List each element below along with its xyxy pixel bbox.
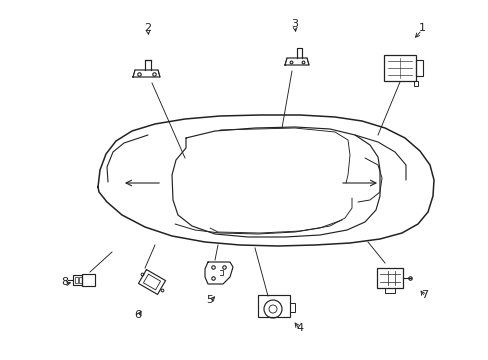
Text: 3: 3	[291, 19, 298, 29]
Text: 6: 6	[134, 310, 141, 320]
Text: 5: 5	[206, 295, 213, 305]
Bar	[415, 60, 422, 76]
Bar	[289, 303, 294, 312]
Bar	[73, 275, 82, 285]
Bar	[258, 295, 289, 317]
Bar	[376, 268, 402, 288]
Text: 8: 8	[61, 277, 68, 287]
Text: 1: 1	[418, 23, 425, 33]
Text: 4: 4	[296, 323, 303, 333]
Bar	[383, 55, 415, 81]
Text: 7: 7	[421, 290, 427, 300]
Bar	[82, 274, 95, 286]
Bar	[384, 288, 394, 293]
Bar	[413, 81, 417, 86]
Text: 2: 2	[144, 23, 151, 33]
Bar	[79, 277, 82, 283]
Bar	[75, 277, 78, 283]
